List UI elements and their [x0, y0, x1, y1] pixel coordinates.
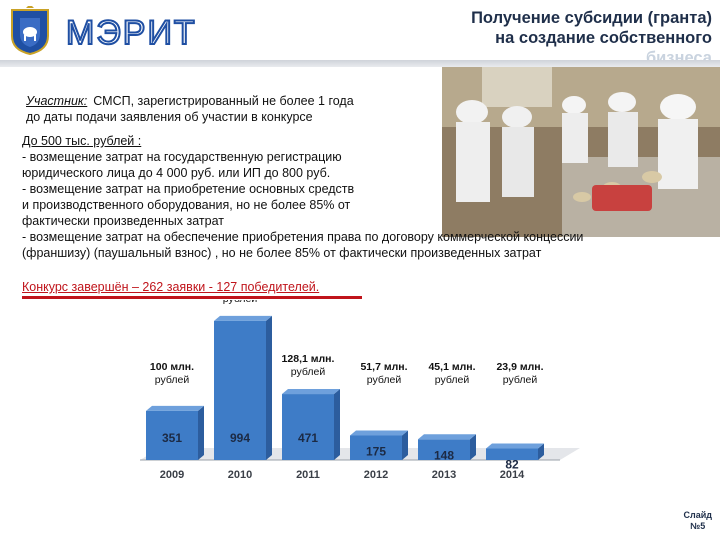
- bar: [214, 320, 266, 460]
- contest-underline: [22, 296, 362, 299]
- bar-top: [146, 405, 204, 411]
- subsidy-limit: До 500 тыс. рублей :: [22, 134, 142, 148]
- bar: [350, 435, 402, 460]
- category-label: 2014: [500, 469, 525, 481]
- title-line-2: на создание собственного: [495, 29, 712, 47]
- bar-side: [334, 389, 340, 460]
- category-label: 2012: [364, 469, 388, 481]
- description-line: - возмещение затрат на приобретение осно…: [22, 182, 355, 196]
- slide-header: МЭРИТ Получение субсидии (гранта) на соз…: [0, 0, 720, 67]
- slide-number-label: Слайд: [683, 510, 712, 520]
- bar-value-label: 471: [298, 431, 318, 445]
- bar: [418, 439, 470, 460]
- category-label: 2010: [228, 469, 252, 481]
- bar-value-label: 351: [162, 431, 182, 445]
- amount-label: 23,9 млн.: [496, 361, 543, 373]
- samara-coat-of-arms-icon: [11, 6, 49, 56]
- merit-logo: МЭРИТ: [66, 13, 196, 52]
- amount-label: 128,1 млн.: [282, 353, 335, 365]
- category-label: 2009: [160, 469, 184, 481]
- bar-value-label: 148: [434, 448, 454, 462]
- bar-side: [470, 434, 476, 460]
- contest-result: Конкурс завершён – 262 заявки - 127 побе…: [22, 280, 320, 294]
- bar-value-label: 175: [366, 445, 386, 459]
- bar-top: [350, 430, 408, 436]
- description-line: фактически произведенных затрат: [22, 214, 225, 228]
- participant-text-2: до даты подачи заявления об участии в ко…: [26, 110, 313, 124]
- slide-number: Слайд №5: [684, 510, 712, 532]
- bar-top: [418, 434, 476, 440]
- slide-title: Получение субсидии (гранта) на создание …: [392, 8, 712, 68]
- amount-label: рублей: [291, 366, 326, 378]
- svg-text:МЭРИТ: МЭРИТ: [66, 14, 196, 52]
- participant-text-1: СМСП, зарегистрированный не более 1 года: [93, 94, 354, 108]
- bar-top: [486, 443, 544, 449]
- description-line: юридического лица до 4 000 руб. или ИП д…: [22, 166, 331, 180]
- participant-block: Участник: СМСП, зарегистрированный не бол…: [26, 93, 446, 125]
- slide-number-value: №5: [690, 521, 706, 531]
- subsidy-description: До 500 тыс. рублей : - возмещение затрат…: [22, 133, 702, 261]
- bar-top: [214, 315, 272, 321]
- bar: [146, 410, 198, 460]
- description-line: - возмещение затрат на государственную р…: [22, 150, 342, 164]
- description-line: (франшизу) (паушальный взнос) , но не бо…: [22, 246, 542, 260]
- amount-label: рублей: [155, 374, 190, 386]
- amount-label: рублей: [367, 374, 402, 386]
- title-line-1: Получение субсидии (гранта): [471, 9, 712, 27]
- amount-label: 45,1 млн.: [428, 361, 475, 373]
- amount-label: рублей: [503, 374, 538, 386]
- category-label: 2011: [296, 469, 320, 481]
- bar-side: [538, 443, 544, 460]
- bar-value-label: 994: [230, 431, 250, 445]
- description-line: - возмещение затрат на обеспечение приоб…: [22, 230, 584, 244]
- participant-label: Участник:: [26, 94, 88, 108]
- bar-side: [266, 315, 272, 460]
- bar-side: [402, 430, 408, 460]
- bakery-workers-photo: [442, 67, 720, 237]
- amount-label: рублей: [435, 374, 470, 386]
- amount-label: рублей: [223, 300, 258, 305]
- bar: [282, 394, 334, 460]
- bar-top: [282, 389, 340, 395]
- header-divider: [0, 60, 720, 67]
- bar: [486, 448, 538, 460]
- bar-value-label: 82: [505, 458, 519, 472]
- amount-label: 100 млн.: [150, 361, 194, 373]
- category-label: 2013: [432, 469, 456, 481]
- description-line: и производственного оборудования, но не …: [22, 198, 351, 212]
- bar-side: [198, 405, 204, 460]
- amount-label: 51,7 млн.: [360, 361, 407, 373]
